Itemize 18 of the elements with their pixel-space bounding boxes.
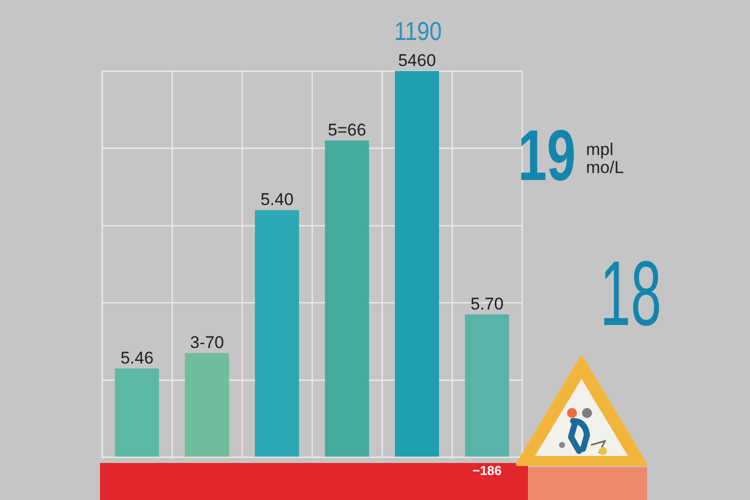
bar — [254, 210, 300, 457]
text: mpl — [586, 140, 614, 159]
annotation: 5=66 — [328, 120, 366, 140]
text: 5460 — [398, 51, 436, 70]
bar — [324, 140, 370, 457]
text: mo/L — [586, 158, 624, 177]
annotation: 5.70 — [470, 294, 504, 314]
text: 18 — [600, 242, 662, 346]
annotation: 5.40 — [260, 190, 294, 210]
annotation: 3-70 — [190, 333, 224, 352]
bar — [464, 314, 510, 457]
text: 1190 — [394, 17, 442, 46]
bar — [114, 368, 160, 457]
annotation: 19 — [518, 116, 576, 196]
bar — [394, 71, 440, 457]
bar — [184, 353, 230, 457]
annotation: 5.46 — [120, 348, 154, 368]
x-tick-label: −186 — [472, 462, 502, 478]
